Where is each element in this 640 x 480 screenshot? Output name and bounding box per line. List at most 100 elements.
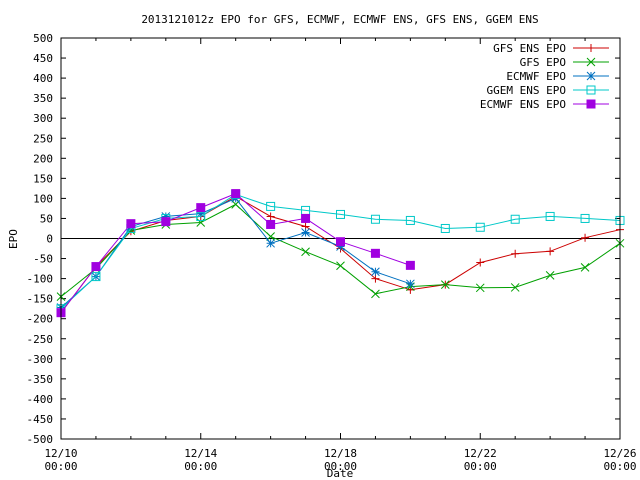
data-point	[161, 212, 171, 221]
y-tick-label: -300	[27, 353, 54, 366]
data-point	[371, 289, 380, 299]
series-line	[60, 195, 621, 314]
y-tick-label: 100	[33, 192, 53, 205]
y-tick-label: -200	[27, 313, 54, 326]
legend-item: GGEM ENS EPO	[487, 84, 609, 97]
legend-label: GFS ENS EPO	[493, 42, 566, 55]
plot-frame	[60, 37, 621, 440]
x-tick-label-time: 00:00	[603, 460, 636, 473]
data-point	[475, 222, 485, 232]
data-point	[440, 280, 450, 289]
data-point	[336, 237, 345, 247]
legend-item: ECMWF EPO	[506, 70, 609, 83]
axes: -500-450-400-350-300-250-200-150-100-500…	[27, 32, 637, 473]
data-point	[161, 217, 171, 227]
y-tick-label: 0	[46, 233, 53, 246]
data-point	[510, 283, 520, 292]
data-point	[406, 279, 415, 289]
data-point	[405, 260, 415, 270]
y-tick-label: -450	[27, 413, 54, 426]
legend-marker	[586, 71, 596, 81]
data-point	[126, 219, 136, 229]
data-point	[301, 213, 311, 223]
legend-marker	[586, 85, 596, 95]
y-tick-label: -350	[27, 373, 54, 386]
y-tick-label: 200	[33, 152, 53, 165]
data-point	[196, 218, 206, 227]
data-point	[440, 223, 450, 233]
series-gfs-ens-epo	[57, 192, 624, 317]
chart-title: 2013121012z EPO for GFS, ECMWF, ECMWF EN…	[141, 13, 538, 26]
y-tick-label: -250	[27, 333, 54, 346]
legend-marker	[586, 99, 596, 109]
x-tick-label-date: 12/18	[324, 447, 357, 460]
data-point	[196, 211, 206, 221]
data-point	[371, 267, 380, 277]
x-tick-label-time: 00:00	[44, 460, 77, 473]
data-point	[91, 272, 101, 282]
x-tick-label-date: 12/22	[464, 447, 497, 460]
data-point	[580, 263, 590, 272]
x-tick-label-date: 12/26	[603, 447, 636, 460]
legend-label: ECMWF ENS EPO	[480, 98, 566, 111]
x-tick-label-date: 12/10	[44, 447, 77, 460]
data-point	[336, 209, 345, 219]
data-point	[336, 261, 345, 271]
y-tick-label: 250	[33, 132, 53, 145]
series-layer	[56, 189, 625, 318]
data-point	[196, 209, 206, 218]
y-tick-label: -50	[33, 253, 53, 266]
x-tick-label-time: 00:00	[324, 460, 357, 473]
y-tick-label: 150	[33, 172, 53, 185]
series-line	[60, 193, 621, 310]
legend-item: GFS EPO	[520, 56, 609, 69]
legend-label: GGEM ENS EPO	[487, 84, 566, 97]
y-tick-label: -150	[27, 293, 54, 306]
y-tick-label: -400	[27, 393, 54, 406]
legend-label: GFS EPO	[520, 56, 566, 69]
legend-item: ECMWF ENS EPO	[480, 98, 609, 111]
data-point	[266, 201, 276, 211]
data-point	[371, 274, 380, 283]
data-point	[581, 233, 590, 242]
data-point	[266, 219, 276, 229]
data-point	[545, 271, 555, 280]
x-tick-label-time: 00:00	[184, 460, 217, 473]
legend-item: GFS ENS EPO	[493, 42, 609, 55]
data-point	[510, 214, 520, 224]
y-tick-label: 300	[33, 112, 53, 125]
data-point	[231, 189, 241, 199]
data-point	[336, 242, 345, 251]
data-point	[301, 228, 310, 237]
data-point	[405, 215, 415, 225]
y-tick-label: 350	[33, 92, 53, 105]
data-point	[475, 283, 485, 293]
x-tick-label-date: 12/14	[184, 447, 217, 460]
y-tick-label: 50	[40, 212, 53, 225]
legend-marker	[587, 44, 595, 52]
data-point	[546, 247, 555, 256]
y-axis-label: EPO	[7, 229, 20, 249]
data-point	[370, 248, 380, 258]
data-point	[91, 262, 101, 272]
data-point	[266, 212, 275, 221]
y-tick-label: 450	[33, 52, 53, 65]
y-tick-label: -500	[27, 433, 54, 446]
legend-label: ECMWF EPO	[506, 70, 566, 83]
data-point	[580, 213, 590, 223]
x-axis-label: Date	[327, 467, 354, 480]
y-tick-label: -100	[27, 273, 54, 286]
legend-marker	[586, 57, 596, 67]
data-point	[196, 203, 206, 213]
data-point	[511, 249, 520, 258]
x-tick-label-time: 00:00	[464, 460, 497, 473]
data-point	[266, 238, 275, 248]
data-point	[476, 258, 485, 267]
data-point	[301, 247, 310, 257]
y-tick-label: 500	[33, 32, 53, 45]
y-tick-label: 400	[33, 72, 53, 85]
data-point	[545, 211, 555, 221]
data-point	[370, 214, 380, 224]
